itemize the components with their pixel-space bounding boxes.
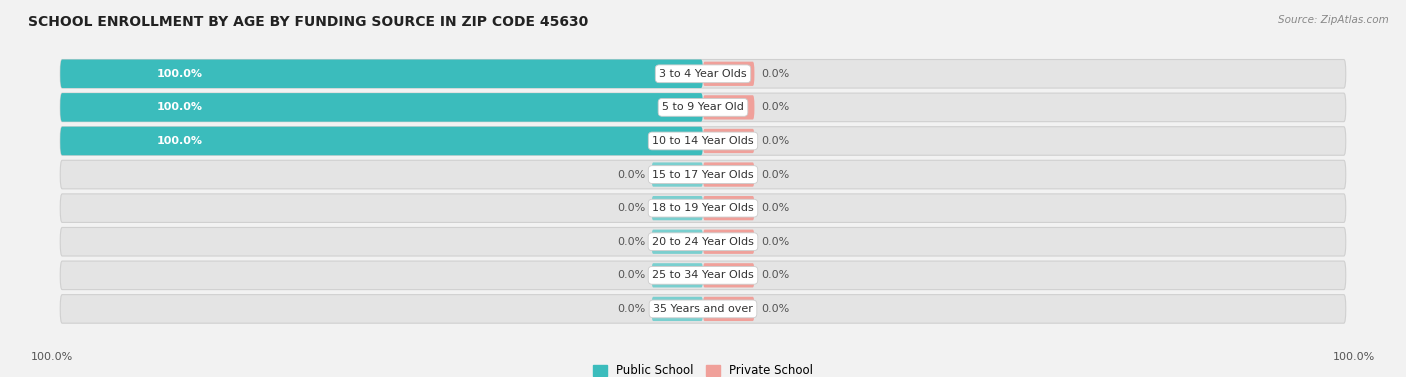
Text: 0.0%: 0.0%: [617, 304, 645, 314]
Legend: Public School, Private School: Public School, Private School: [593, 365, 813, 377]
FancyBboxPatch shape: [60, 127, 703, 155]
Text: 18 to 19 Year Olds: 18 to 19 Year Olds: [652, 203, 754, 213]
Text: 0.0%: 0.0%: [617, 270, 645, 280]
Text: 100.0%: 100.0%: [156, 103, 202, 112]
FancyBboxPatch shape: [703, 196, 755, 220]
Text: Source: ZipAtlas.com: Source: ZipAtlas.com: [1278, 15, 1389, 25]
FancyBboxPatch shape: [651, 230, 703, 254]
Text: 0.0%: 0.0%: [761, 103, 789, 112]
FancyBboxPatch shape: [651, 162, 703, 187]
Text: 100.0%: 100.0%: [156, 69, 202, 79]
Text: 0.0%: 0.0%: [617, 170, 645, 179]
Text: 0.0%: 0.0%: [761, 237, 789, 247]
Text: 100.0%: 100.0%: [156, 136, 202, 146]
FancyBboxPatch shape: [651, 196, 703, 220]
FancyBboxPatch shape: [651, 263, 703, 288]
FancyBboxPatch shape: [703, 263, 755, 288]
Text: 3 to 4 Year Olds: 3 to 4 Year Olds: [659, 69, 747, 79]
FancyBboxPatch shape: [703, 129, 755, 153]
Text: 0.0%: 0.0%: [761, 270, 789, 280]
FancyBboxPatch shape: [60, 60, 703, 88]
FancyBboxPatch shape: [60, 93, 1346, 122]
Text: 0.0%: 0.0%: [761, 170, 789, 179]
FancyBboxPatch shape: [60, 127, 1346, 155]
FancyBboxPatch shape: [703, 230, 755, 254]
FancyBboxPatch shape: [60, 93, 703, 122]
Text: 0.0%: 0.0%: [761, 304, 789, 314]
FancyBboxPatch shape: [703, 297, 755, 321]
FancyBboxPatch shape: [60, 227, 1346, 256]
FancyBboxPatch shape: [703, 162, 755, 187]
Text: 0.0%: 0.0%: [761, 136, 789, 146]
FancyBboxPatch shape: [703, 62, 755, 86]
FancyBboxPatch shape: [703, 95, 755, 120]
Text: 0.0%: 0.0%: [761, 203, 789, 213]
Text: 35 Years and over: 35 Years and over: [652, 304, 754, 314]
Text: 0.0%: 0.0%: [761, 69, 789, 79]
Text: 100.0%: 100.0%: [1333, 352, 1375, 362]
Text: 10 to 14 Year Olds: 10 to 14 Year Olds: [652, 136, 754, 146]
Text: SCHOOL ENROLLMENT BY AGE BY FUNDING SOURCE IN ZIP CODE 45630: SCHOOL ENROLLMENT BY AGE BY FUNDING SOUR…: [28, 15, 588, 29]
Text: 5 to 9 Year Old: 5 to 9 Year Old: [662, 103, 744, 112]
FancyBboxPatch shape: [651, 297, 703, 321]
Text: 15 to 17 Year Olds: 15 to 17 Year Olds: [652, 170, 754, 179]
FancyBboxPatch shape: [60, 295, 1346, 323]
Text: 0.0%: 0.0%: [617, 237, 645, 247]
Text: 25 to 34 Year Olds: 25 to 34 Year Olds: [652, 270, 754, 280]
FancyBboxPatch shape: [60, 60, 1346, 88]
Text: 20 to 24 Year Olds: 20 to 24 Year Olds: [652, 237, 754, 247]
FancyBboxPatch shape: [60, 261, 1346, 290]
Text: 100.0%: 100.0%: [31, 352, 73, 362]
Text: 0.0%: 0.0%: [617, 203, 645, 213]
FancyBboxPatch shape: [60, 194, 1346, 222]
FancyBboxPatch shape: [60, 160, 1346, 189]
